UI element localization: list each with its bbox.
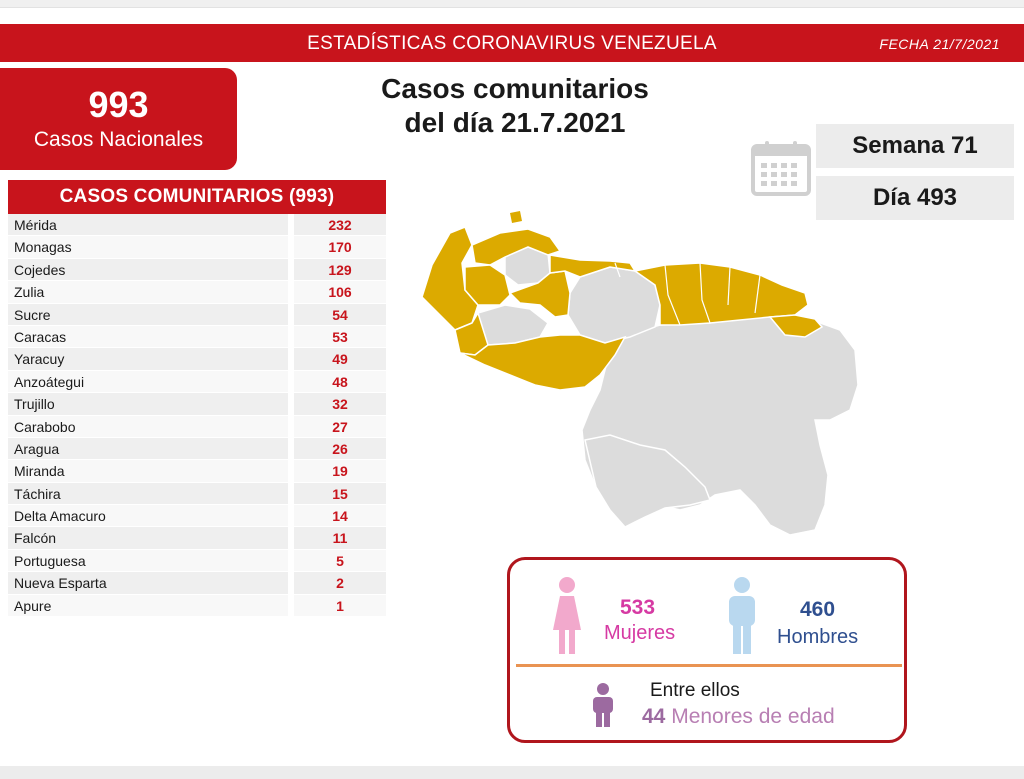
state-cases: 54 [288, 303, 386, 326]
table-row: Mérida 232 [8, 214, 386, 237]
state-name: Aragua [8, 437, 288, 461]
state-name: Cojedes [8, 258, 288, 282]
national-cases-label: Casos Nacionales [33, 128, 204, 151]
table-row: Anzoátegui 48 [8, 370, 386, 394]
panel-divider [516, 664, 902, 667]
table-row: Zulia 106 [8, 281, 386, 304]
bottom-rule [0, 766, 1024, 779]
venezuela-map [421, 211, 859, 536]
woman-icon [553, 577, 581, 654]
table-row: Yaracuy 49 [8, 348, 386, 371]
state-name: Falcón [8, 527, 288, 550]
child-icon [593, 683, 613, 727]
state-cases: 53 [288, 325, 386, 349]
table-row: Trujillo 32 [8, 393, 386, 416]
header-date: FECHA 21/7/2021 [879, 36, 1000, 52]
map-region-carabobo-aragua [549, 254, 637, 278]
map-region-lara-west [464, 264, 511, 306]
state-cases: 32 [288, 393, 386, 416]
state-cases: 106 [288, 281, 386, 304]
state-cases: 15 [288, 482, 386, 506]
state-cases: 27 [288, 415, 386, 438]
table-row: Caracas 53 [8, 325, 386, 349]
table-row: Monagas 170 [8, 236, 386, 259]
state-cases: 48 [288, 370, 386, 394]
women-count: 533 [620, 596, 656, 619]
man-icon [729, 577, 755, 654]
table-row: Carabobo 27 [8, 415, 386, 438]
table-row: Aragua 26 [8, 437, 386, 461]
men-label: Hombres [777, 626, 859, 648]
minors-count: 44 [642, 705, 666, 728]
state-name: Sucre [8, 303, 288, 326]
state-cases: 5 [288, 549, 386, 573]
state-cases: 2 [288, 572, 386, 595]
state-name: Mérida [8, 214, 288, 237]
calendar-icon [751, 141, 811, 196]
gender-breakdown-panel: 533 Mujeres 460 Hombres Entre ellos 44 M… [507, 557, 907, 743]
header-bar: ESTADÍSTICAS CORONAVIRUS VENEZUELA FECHA… [0, 24, 1024, 62]
table-row: Apure 1 [8, 594, 386, 618]
table-row: Sucre 54 [8, 303, 386, 326]
state-name: Delta Amacuro [8, 505, 288, 528]
state-cases: 49 [288, 348, 386, 371]
state-name: Táchira [8, 482, 288, 506]
community-cases-heading: CASOS COMUNITARIOS (993) [8, 180, 386, 214]
table-row: Portuguesa 5 [8, 549, 386, 573]
minors-label: Menores de edad [671, 705, 835, 728]
community-cases-rows: Mérida 232 Monagas 170 Cojedes 129 Zulia 106 Suc… [8, 214, 386, 618]
state-name: Caracas [8, 325, 288, 349]
table-row: Táchira 15 [8, 482, 386, 506]
state-name: Zulia [8, 281, 288, 304]
table-row: Delta Amacuro 14 [8, 505, 386, 528]
state-name: Trujillo [8, 393, 288, 416]
state-cases: 19 [288, 460, 386, 483]
day-counter: Día 493 [816, 176, 1014, 220]
state-name: Apure [8, 594, 288, 618]
state-name: Miranda [8, 460, 288, 483]
men-count: 460 [800, 598, 836, 621]
header-title: ESTADÍSTICAS CORONAVIRUS VENEZUELA [307, 33, 717, 54]
state-name: Nueva Esparta [8, 572, 288, 595]
national-cases-box: 993 Casos Nacionales [0, 68, 237, 170]
minors-line: 44 Menores de edad [642, 705, 835, 729]
state-cases: 1 [288, 594, 386, 618]
state-cases: 26 [288, 437, 386, 461]
community-cases-table: CASOS COMUNITARIOS (993) Mérida 232 Monaga… [8, 180, 386, 618]
state-cases: 232 [288, 214, 386, 237]
state-name: Portuguesa [8, 549, 288, 573]
state-name: Monagas [8, 236, 288, 259]
women-label: Mujeres [604, 622, 676, 644]
map-region-falcon [471, 228, 562, 266]
week-counter: Semana 71 [816, 124, 1014, 168]
state-name: Anzoátegui [8, 370, 288, 394]
state-cases: 170 [288, 236, 386, 259]
map-region-yaracuy-cojedes [508, 270, 571, 318]
map-region-apure [459, 334, 627, 391]
map-region-delta [768, 314, 824, 338]
page-title: Casos comunitarios del día 21.7.2021 [340, 72, 690, 140]
among-label: Entre ellos [650, 680, 740, 701]
map-region-grey-bolivar-west [584, 434, 712, 528]
page-title-line2: del día 21.7.2021 [404, 107, 626, 138]
state-cases: 11 [288, 527, 386, 550]
state-cases: 129 [288, 258, 386, 282]
top-rule [0, 0, 1024, 8]
national-cases-count: 993 [88, 84, 149, 125]
map-region-nueva-esparta [510, 211, 522, 223]
state-cases: 14 [288, 505, 386, 528]
table-row: Nueva Esparta 2 [8, 572, 386, 595]
table-row: Falcón 11 [8, 527, 386, 550]
page-title-line1: Casos comunitarios [381, 73, 649, 104]
state-name: Yaracuy [8, 348, 288, 371]
table-row: Miranda 19 [8, 460, 386, 483]
table-row: Cojedes 129 [8, 258, 386, 282]
state-name: Carabobo [8, 415, 288, 438]
